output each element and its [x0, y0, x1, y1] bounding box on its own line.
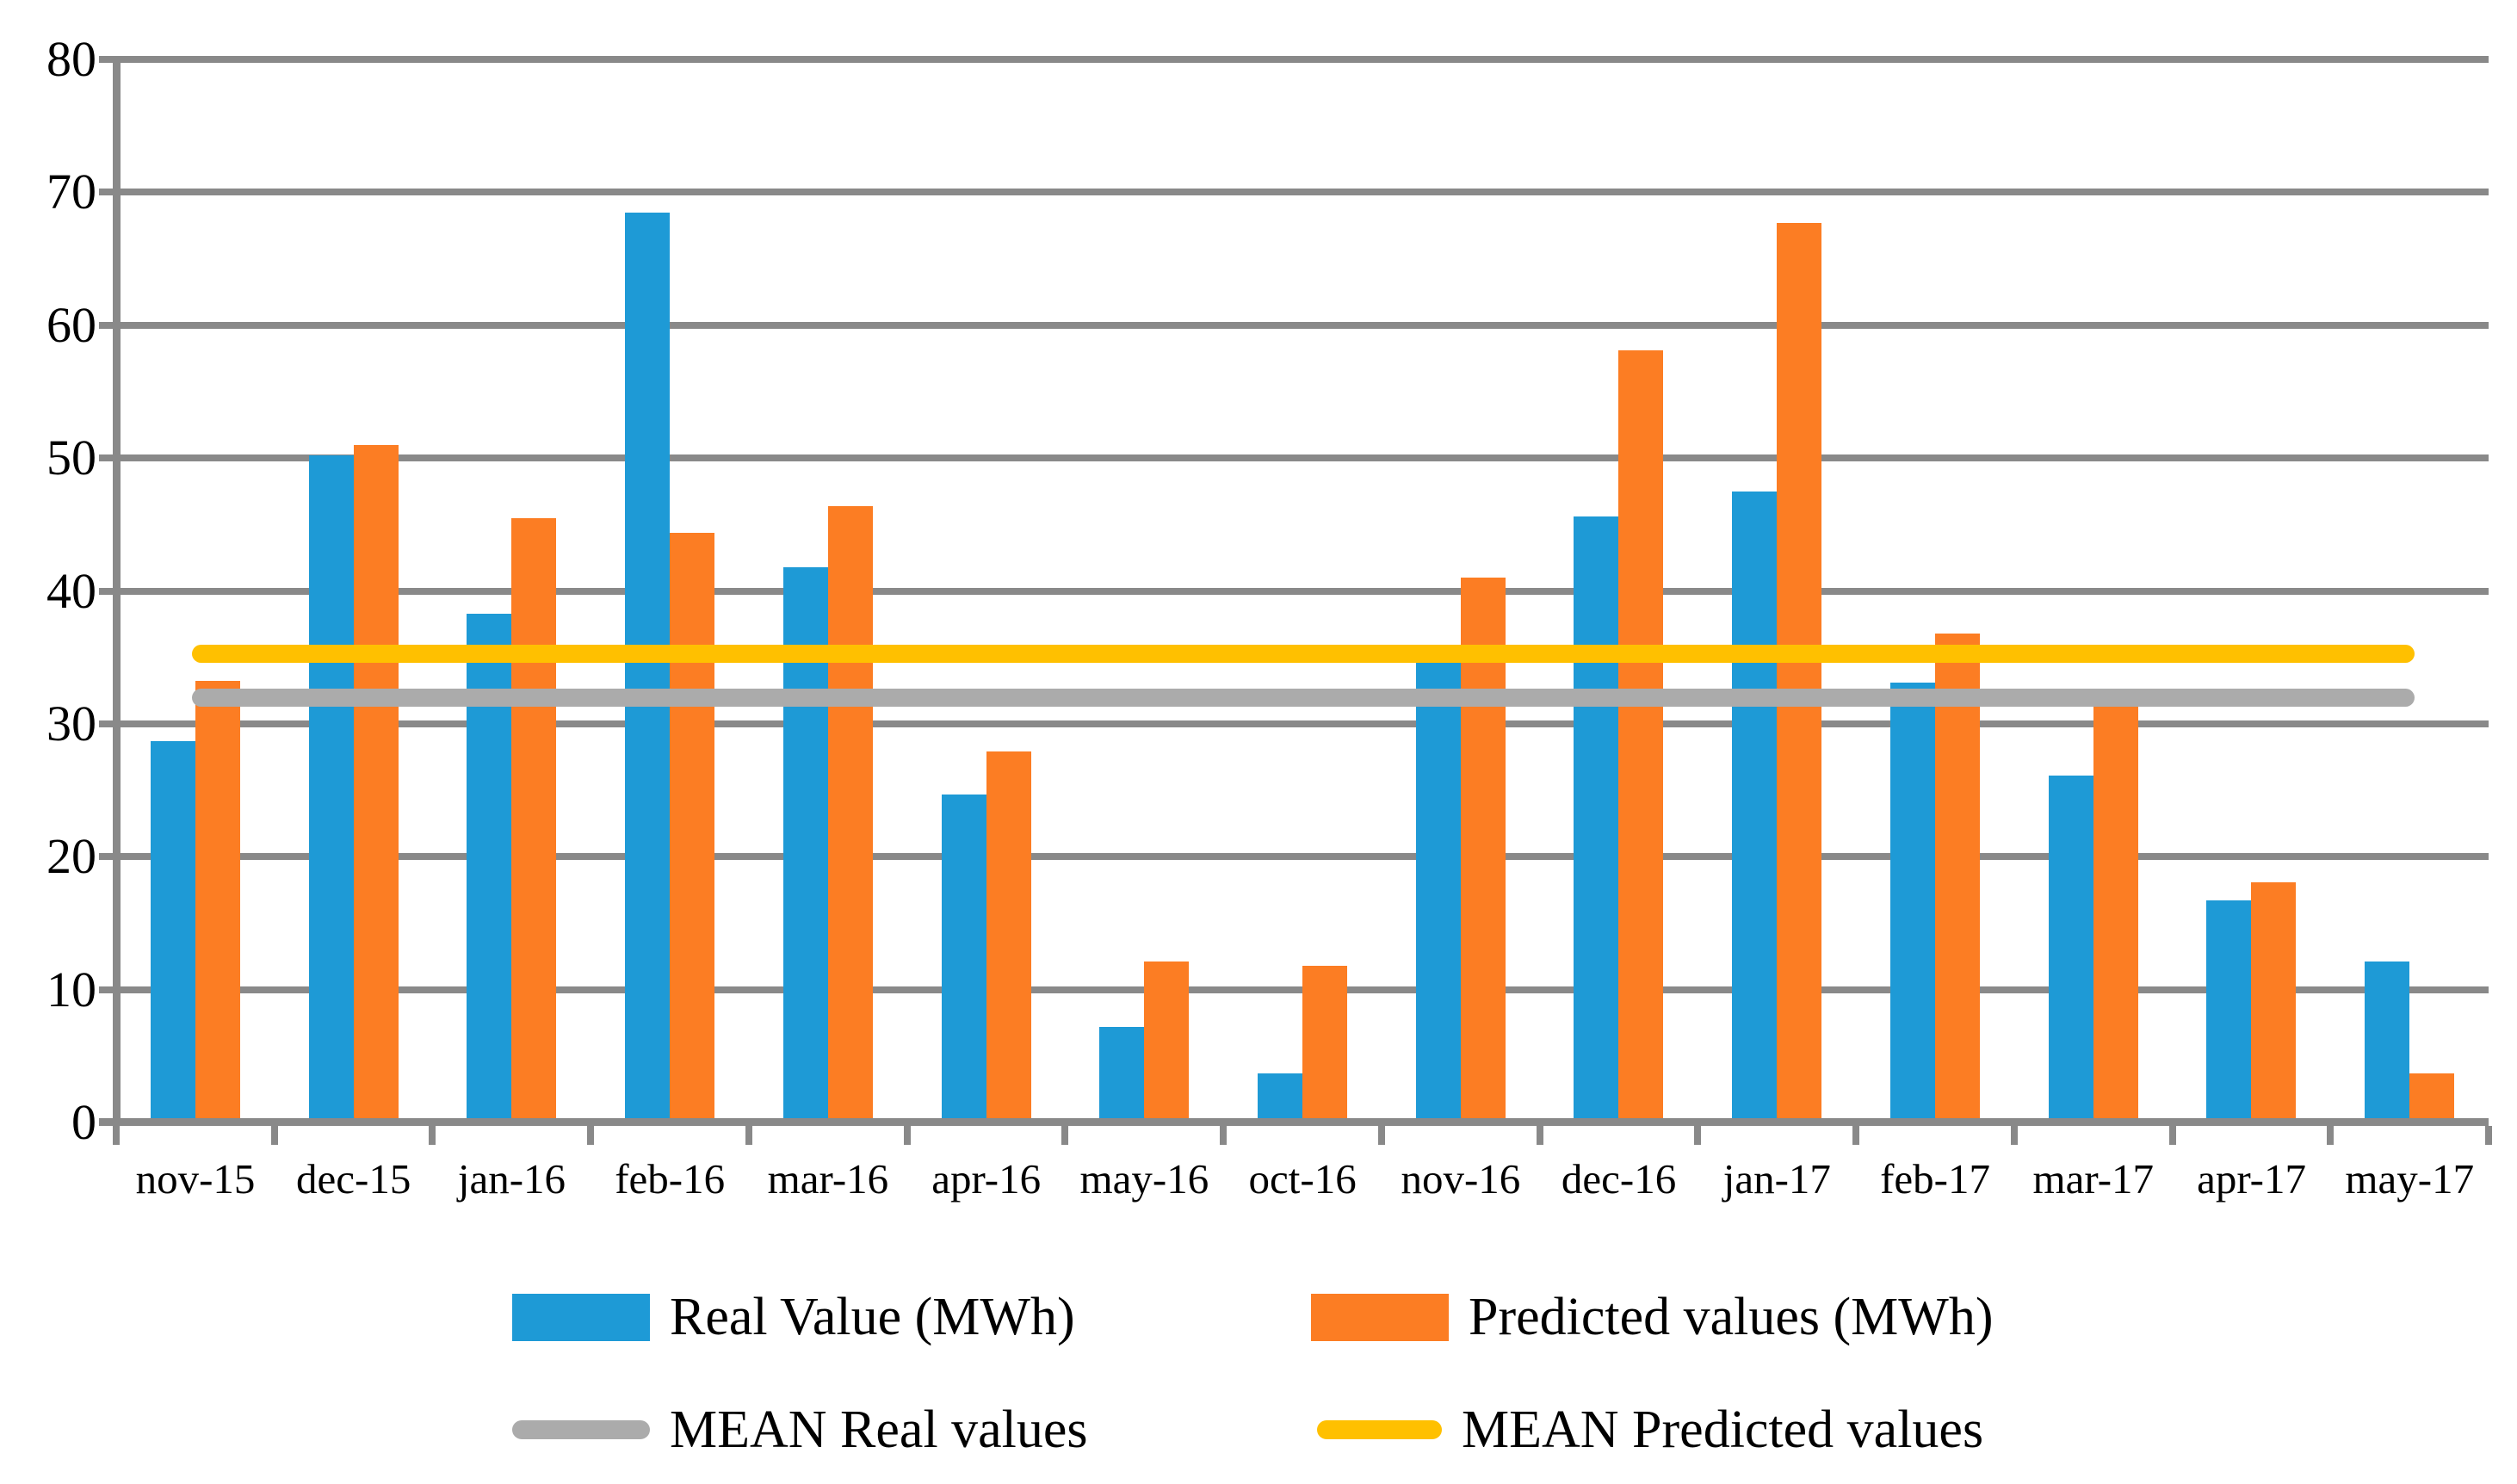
x-category-label-mar-17: mar-17 [2032, 1155, 2155, 1203]
bar-real-oct-16 [1258, 1073, 1302, 1122]
x-tick [2485, 1126, 2492, 1145]
bar-predicted-jan-17 [1777, 222, 1822, 1122]
x-category-label-may-16: may-16 [1079, 1155, 1209, 1203]
x-tick [1694, 1126, 1702, 1145]
x-tick [1061, 1126, 1069, 1145]
bar-real-may-17 [2365, 962, 2410, 1122]
x-tick [429, 1126, 436, 1145]
plot-area [99, 56, 2492, 1145]
bar-real-nov-15 [150, 740, 195, 1122]
bar-predicted-may-17 [2409, 1073, 2455, 1122]
x-tick [1852, 1126, 1860, 1145]
x-tick [2168, 1126, 2176, 1145]
gridline-60 [99, 321, 2489, 329]
gridline-40 [99, 587, 2489, 595]
x-tick [2010, 1126, 2018, 1145]
x-category-label-feb-17: feb-17 [1880, 1155, 1990, 1203]
legend-swatch-real-values [512, 1294, 650, 1341]
gridline-70 [99, 189, 2489, 196]
x-tick [113, 1126, 120, 1145]
bar-real-feb-16 [625, 212, 671, 1122]
bar-predicted-nov-15 [195, 681, 240, 1122]
x-tick [1377, 1126, 1385, 1145]
x-category-label-oct-16: oct-16 [1248, 1155, 1357, 1203]
bar-real-feb-17 [1889, 683, 1935, 1122]
bar-real-dec-16 [1574, 516, 1619, 1122]
x-category-label-jan-16: jan-16 [457, 1155, 566, 1203]
mean-real-line [192, 688, 2415, 707]
bar-predicted-apr-16 [986, 751, 1031, 1122]
bar-real-may-16 [1099, 1026, 1145, 1122]
bar-real-mar-17 [2048, 776, 2093, 1122]
x-axis-line [99, 1118, 2489, 1126]
bar-real-apr-16 [941, 794, 986, 1122]
bar-predicted-mar-16 [827, 505, 873, 1122]
x-category-label-nov-16: nov-16 [1401, 1155, 1521, 1203]
y-tick-label-40: 40 [46, 562, 96, 619]
bar-predicted-dec-16 [1618, 350, 1664, 1122]
x-tick [270, 1126, 278, 1145]
x-category-label-dec-16: dec-16 [1561, 1155, 1677, 1203]
legend-line-mean-real [512, 1420, 650, 1439]
x-tick [2327, 1126, 2335, 1145]
x-tick [587, 1126, 595, 1145]
bar-predicted-nov-16 [1460, 578, 1506, 1122]
x-category-label-dec-15: dec-15 [296, 1155, 411, 1203]
bar-predicted-apr-17 [2251, 881, 2297, 1122]
y-tick-label-60: 60 [46, 296, 96, 353]
bar-real-jan-17 [1732, 491, 1778, 1122]
x-category-label-jan-17: jan-17 [1722, 1155, 1831, 1203]
x-tick [1220, 1126, 1228, 1145]
y-tick-label-0: 0 [71, 1094, 96, 1150]
bar-predicted-jan-16 [511, 517, 557, 1122]
mean-predicted-line [192, 644, 2415, 663]
legend-label-predicted-values: Predicted values (MWh) [1469, 1288, 1994, 1346]
gridline-30 [99, 720, 2489, 727]
bar-predicted-mar-17 [2093, 705, 2138, 1122]
legend-label-real-values: Real Value (MWh) [670, 1288, 1075, 1346]
x-category-label-feb-16: feb-16 [615, 1155, 726, 1203]
bar-predicted-dec-15 [353, 444, 399, 1122]
y-tick-label-20: 20 [46, 828, 96, 885]
gridline-80 [99, 56, 2489, 63]
gridline-10 [99, 986, 2489, 993]
bar-predicted-oct-16 [1302, 965, 1347, 1122]
y-tick-label-80: 80 [46, 31, 96, 87]
y-tick-label-30: 30 [46, 695, 96, 751]
legend-label-mean-real: MEAN Real values [670, 1401, 1088, 1459]
bar-predicted-feb-17 [1934, 633, 1980, 1122]
bar-real-nov-16 [1415, 659, 1461, 1122]
bar-real-dec-15 [308, 455, 354, 1122]
x-tick [745, 1126, 752, 1145]
x-tick [903, 1126, 911, 1145]
legend-label-mean-predicted: MEAN Predicted values [1462, 1401, 1984, 1459]
x-category-label-nov-15: nov-15 [135, 1155, 256, 1203]
x-tick [1536, 1126, 1543, 1145]
y-tick-label-50: 50 [46, 430, 96, 486]
x-category-label-mar-16: mar-16 [767, 1155, 889, 1203]
gridline-50 [99, 454, 2489, 462]
legend-line-mean-predicted [1317, 1420, 1442, 1439]
bar-predicted-may-16 [1144, 962, 1190, 1122]
y-tick-label-70: 70 [46, 164, 96, 220]
bar-real-apr-17 [2206, 900, 2252, 1122]
legend-swatch-predicted-values [1311, 1294, 1449, 1341]
x-category-label-apr-17: apr-17 [2197, 1155, 2306, 1203]
gridline-20 [99, 853, 2489, 861]
bar-predicted-feb-16 [670, 532, 715, 1122]
y-tick-label-10: 10 [46, 961, 96, 1017]
x-category-label-apr-16: apr-16 [931, 1155, 1042, 1203]
x-category-label-may-17: may-17 [2345, 1155, 2475, 1203]
